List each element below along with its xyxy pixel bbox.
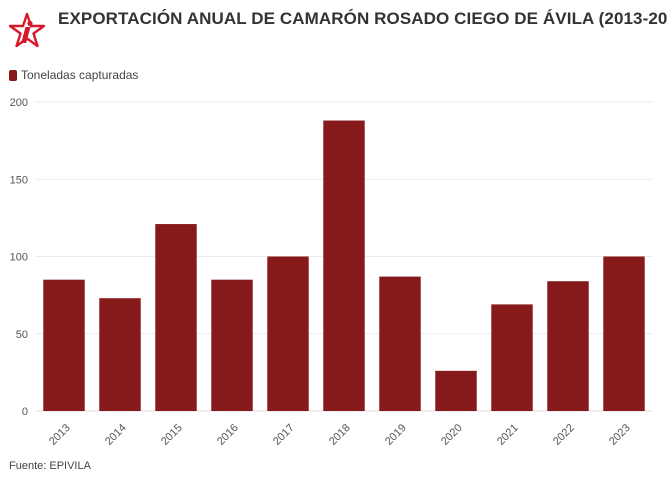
x-tick-label: 2017 [271,422,297,448]
logo-icon [8,12,46,48]
x-tick-label: 2014 [103,422,129,448]
x-tick-label: 2015 [159,422,185,448]
x-tick-label: 2013 [47,422,73,448]
bar [43,279,85,411]
y-tick-label: 150 [10,174,28,186]
bar [99,298,141,411]
y-tick-label: 200 [10,97,28,109]
legend: Toneladas capturadas [9,68,138,82]
x-tick-label: 2016 [215,422,241,448]
bar [547,281,589,411]
x-tick-label: 2023 [607,422,633,448]
x-tick-label: 2021 [495,422,521,448]
x-tick-label: 2022 [551,422,577,448]
bar [323,120,365,411]
bar [603,256,645,411]
bar [267,256,309,411]
y-tick-label: 0 [22,406,28,418]
bar [211,279,253,411]
legend-label: Toneladas capturadas [21,68,139,82]
bar [491,304,533,411]
bar [155,224,197,411]
legend-swatch [9,69,17,81]
x-tick-label: 2020 [439,422,465,448]
y-tick-label: 100 [10,252,28,264]
chart-title: EXPORTACIÓN ANUAL DE CAMARÓN ROSADO CIEG… [58,9,668,28]
x-tick-label: 2019 [383,422,409,448]
bar [435,370,477,411]
source-note: Fuente: EPIVILA [9,460,91,472]
y-tick-label: 50 [16,329,28,341]
bar [379,276,421,411]
x-tick-label: 2018 [327,422,353,448]
